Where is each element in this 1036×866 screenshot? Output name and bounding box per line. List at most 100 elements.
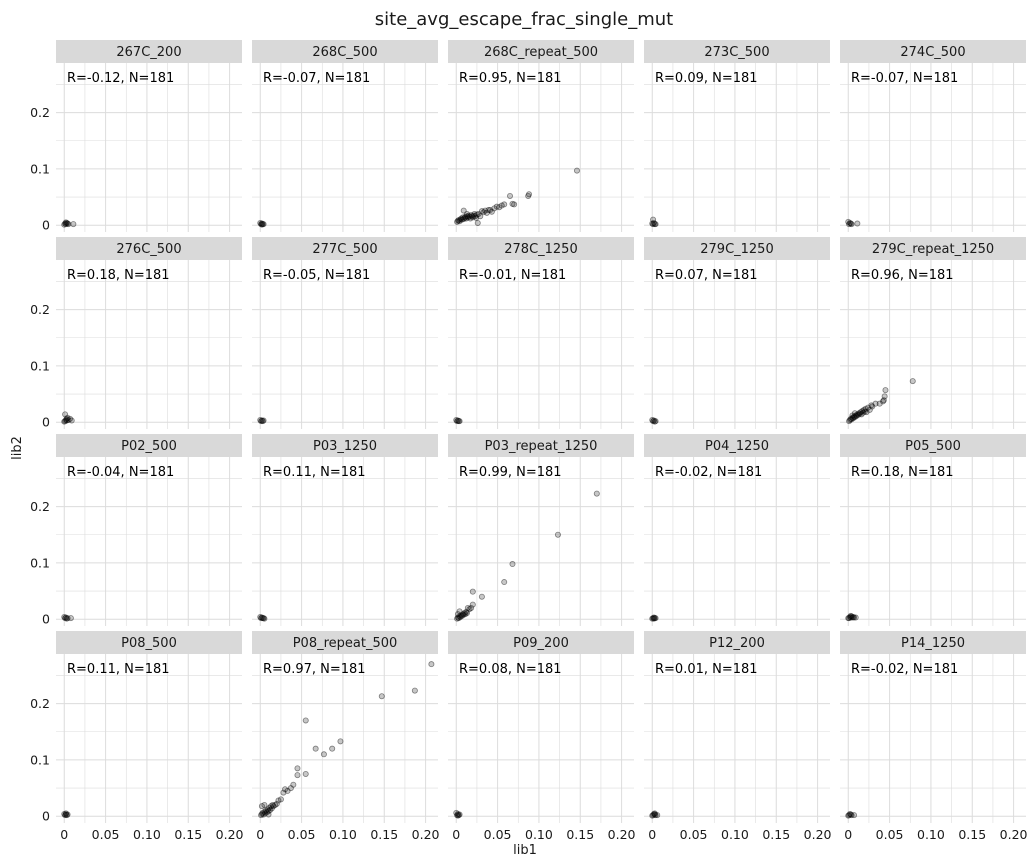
- scatter-point: [329, 745, 336, 752]
- scatter-point: [454, 615, 461, 622]
- scatter-point: [850, 415, 857, 422]
- scatter-point: [257, 219, 264, 226]
- scatter-point: [257, 613, 264, 620]
- scatter-point: [269, 801, 276, 808]
- panel-268c-repeat-500: 268C_repeat_500 R=0.95, N=181: [448, 40, 634, 232]
- scatter-point: [650, 810, 657, 817]
- scatter-point: [460, 216, 467, 223]
- scatter-point: [846, 615, 853, 622]
- x-tick-label: 0: [452, 827, 460, 842]
- scatter-point: [62, 221, 69, 228]
- scatter-point: [846, 416, 853, 423]
- scatter-point: [428, 661, 435, 668]
- scatter-point: [463, 608, 470, 615]
- panel-strip-label: P09_200: [513, 636, 569, 651]
- plot-area: [644, 654, 830, 823]
- panel-276c-500: 276C_500 R=0.18, N=181 0 0.1 0.2: [30, 237, 242, 430]
- scatter-point: [61, 221, 68, 228]
- scatter-point: [378, 693, 385, 700]
- panel-strip-label: P04_1250: [705, 439, 769, 454]
- plot-area: [448, 457, 634, 626]
- scatter-point: [881, 393, 888, 400]
- scatter-point: [290, 781, 297, 788]
- y-axis-label: lib2: [10, 436, 25, 460]
- panel-annotation: R=0.08, N=181: [459, 662, 562, 677]
- x-tick-label: 0.15: [762, 827, 790, 842]
- scatter-point: [453, 416, 460, 423]
- x-tick-label: 0.15: [958, 827, 986, 842]
- panel-annotation: R=-0.05, N=181: [263, 268, 370, 283]
- scatter-point: [466, 606, 473, 613]
- scatter-point: [62, 812, 69, 819]
- scatter-point: [455, 418, 462, 425]
- chart-title: site_avg_escape_frac_single_mut: [375, 9, 673, 30]
- scatter-point: [261, 615, 268, 622]
- scatter-point: [260, 221, 267, 228]
- scatter-point: [846, 810, 853, 817]
- scatter-point: [68, 417, 75, 424]
- panel-annotation: R=0.97, N=181: [263, 662, 366, 677]
- scatter-point: [879, 398, 886, 405]
- scatter-point: [861, 408, 868, 415]
- scatter-point: [880, 397, 887, 404]
- scatter-point: [460, 611, 467, 618]
- panel-p09-200: P09_200 R=0.08, N=181 0 0.05 0.10 0.15 0.20: [448, 631, 636, 842]
- panel-strip-label: 278C_1250: [504, 242, 577, 257]
- scatter-point: [61, 613, 68, 620]
- panel-strip-label: P03_1250: [313, 439, 377, 454]
- panel-strip: [56, 40, 242, 63]
- y-tick-label: 0.1: [30, 161, 50, 176]
- scatter-point: [649, 220, 656, 227]
- scatter-point: [509, 200, 516, 207]
- scatter-point: [848, 416, 855, 423]
- scatter-point: [258, 221, 265, 228]
- scatter-point: [848, 812, 855, 819]
- scatter-point: [651, 810, 658, 817]
- scatter-point: [651, 615, 658, 622]
- scatter-point: [61, 418, 68, 425]
- scatter-point: [654, 812, 661, 819]
- panel-268c-500: 268C_500 R=-0.07, N=181: [252, 40, 438, 232]
- scatter-point: [856, 410, 863, 417]
- panel-strip: [448, 237, 634, 260]
- panel-strip-label: P08_repeat_500: [293, 636, 398, 651]
- plot-area: [56, 63, 242, 232]
- scatter-point: [652, 615, 659, 622]
- x-tick-label: 0: [648, 827, 656, 842]
- scatter-point: [474, 219, 481, 226]
- scatter-point: [63, 615, 70, 622]
- scatter-point: [851, 812, 858, 819]
- scatter-point: [258, 810, 265, 817]
- scatter-point: [847, 220, 854, 227]
- plot-area: [644, 260, 830, 429]
- panel-annotation: R=0.18, N=181: [67, 268, 170, 283]
- scatter-point: [483, 209, 490, 216]
- scatter-point: [67, 415, 74, 422]
- x-tick-label: 0.20: [608, 827, 636, 842]
- scatter-point: [261, 801, 268, 808]
- panel-annotation: R=0.01, N=181: [655, 662, 758, 677]
- scatter-point: [459, 216, 466, 223]
- scatter-point: [455, 812, 462, 819]
- panel-strip: [56, 237, 242, 260]
- scatter-point: [258, 221, 265, 228]
- scatter-point: [848, 221, 855, 228]
- scatter-point: [337, 738, 344, 745]
- scatter-point: [847, 614, 854, 621]
- scatter-point: [496, 204, 503, 211]
- scatter-point: [468, 212, 475, 219]
- scatter-point: [258, 803, 265, 810]
- panel-strip-label: 279C_repeat_1250: [872, 242, 994, 257]
- scatter-point: [475, 210, 482, 217]
- scatter-point: [454, 217, 461, 224]
- panel-strip-label: 279C_1250: [700, 242, 773, 257]
- scatter-point: [459, 611, 466, 618]
- scatter-point: [473, 211, 480, 218]
- panel-strip-label: P05_500: [905, 439, 961, 454]
- scatter-point: [302, 770, 309, 777]
- scatter-point: [456, 613, 463, 620]
- scatter-point: [259, 418, 266, 425]
- scatter-point: [458, 215, 465, 222]
- scatter-point: [511, 201, 518, 208]
- scatter-point: [63, 417, 70, 424]
